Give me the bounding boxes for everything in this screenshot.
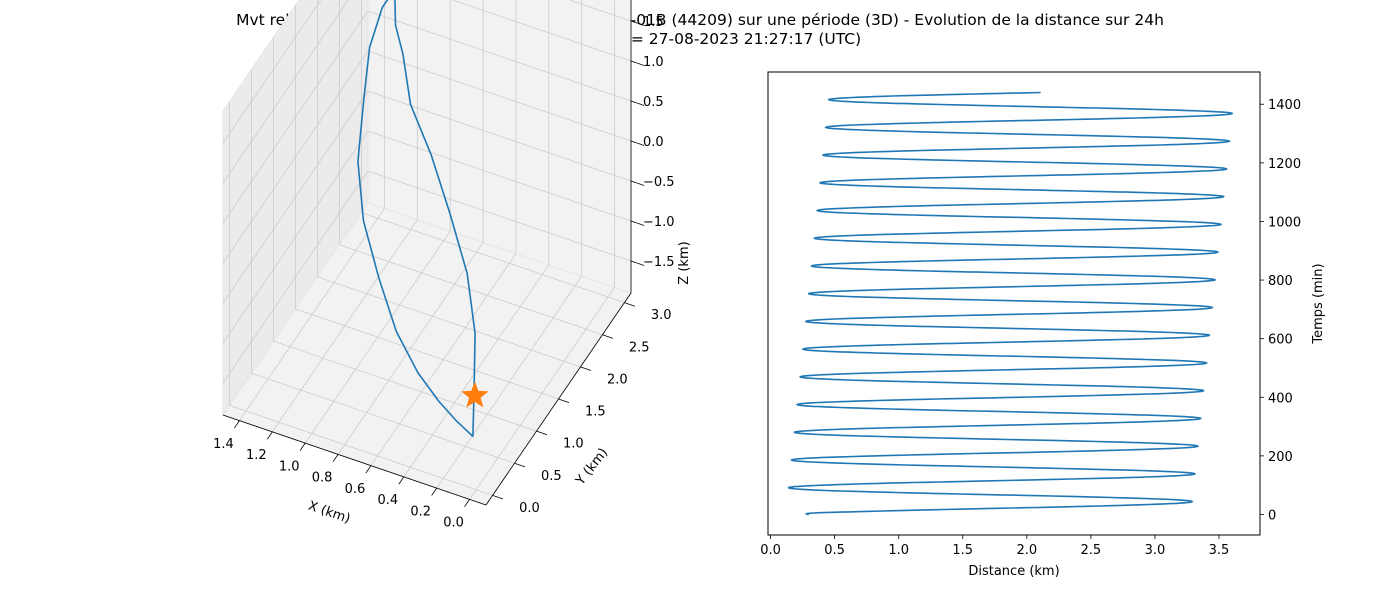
z-tick [630, 180, 645, 186]
x-tick-label: 1.5 [952, 543, 973, 558]
z-tick [630, 20, 645, 26]
z-tick-label: 1.0 [643, 55, 664, 70]
x-tick-label: 0.0 [443, 516, 464, 531]
y-tick-label: 2.5 [629, 340, 650, 355]
y-grid-floor [295, 308, 559, 400]
z-tick [630, 60, 645, 66]
z-tick [630, 260, 645, 266]
x-axis-label: Distance (km) [968, 564, 1059, 579]
x-tick-label: 0.0 [760, 543, 781, 558]
y-tick [536, 430, 548, 436]
z-grid-left [222, 170, 369, 384]
distance-curve [787, 91, 1233, 516]
y-tick-label: 200 [1268, 450, 1293, 465]
y-tick-label: 2.0 [607, 372, 628, 387]
plot-frame [767, 71, 1261, 536]
x-tick-label: 1.2 [246, 448, 267, 463]
trajectory-line [357, 0, 476, 438]
y-tick-label: 1.5 [585, 405, 606, 420]
y-tick-label: 0.5 [541, 469, 562, 484]
z-grid-left [222, 50, 369, 264]
y-tick-label: 600 [1268, 333, 1293, 348]
z-grid-left [222, 90, 369, 304]
y-tick-label: 400 [1268, 391, 1293, 406]
y-tick-label: 0 [1268, 508, 1276, 523]
z-tick-label: −1.5 [643, 255, 675, 270]
y-tick [514, 462, 526, 468]
y-tick [558, 398, 570, 403]
x-tick-label: 0.8 [312, 471, 333, 486]
z-grid-back [367, 130, 632, 222]
y-grid-floor [361, 212, 625, 304]
y-tick [492, 494, 504, 500]
x-tick [398, 476, 405, 485]
x-tick-label: 2.5 [1081, 543, 1102, 558]
z-tick-label: 0.5 [643, 95, 664, 110]
x-tick-label: 3.0 [1145, 543, 1166, 558]
z-tick-label: −0.5 [643, 175, 675, 190]
y-axis-label: Temps (min) [1311, 263, 1326, 344]
z-grid-back [367, 50, 632, 142]
x-tick [299, 442, 306, 451]
y-tick-label: 800 [1268, 274, 1293, 289]
z-grid-back [568, 0, 632, 22]
y-tick [580, 366, 592, 371]
y-tick [624, 302, 636, 307]
x-tick [464, 499, 470, 508]
x-tick [431, 487, 438, 496]
x-tick-label: 0.4 [378, 493, 399, 508]
y-tick [602, 334, 614, 339]
y-tick-label: 1.0 [563, 437, 584, 452]
x-tick-label: 0.5 [824, 543, 845, 558]
z-tick-label: 1.5 [643, 15, 664, 30]
y-grid-floor [229, 404, 493, 496]
z-grid-left [222, 10, 369, 224]
z-grid-left [222, 0, 349, 184]
x-tick-label: 1.0 [888, 543, 909, 558]
x-tick-label: 1.0 [279, 459, 300, 474]
x-tick-label: 0.2 [410, 504, 431, 519]
x-tick [234, 420, 240, 429]
x-tick [365, 465, 372, 474]
y-grid-floor [251, 372, 515, 464]
z-tick-label: 0.0 [643, 135, 664, 150]
y-tick-label: 3.0 [651, 308, 672, 323]
x-tick-label: 3.5 [1209, 543, 1230, 558]
z-grid-left [222, 130, 369, 344]
chart-distance-vs-time: 0.0 0.5 1.0 1.5 2.0 2.5 3.0 3.5 0 200 400 600 800 100… [760, 71, 1326, 579]
y-grid-floor [339, 244, 603, 336]
start-star-marker [461, 381, 489, 408]
z-grid-back [367, 10, 632, 102]
y-grid-floor [317, 276, 581, 368]
y-grid-floor [273, 340, 537, 432]
z-tick-label: −1.0 [643, 215, 675, 230]
y-axis-label: Y (km) [573, 446, 612, 489]
x-tick-label: 0.6 [345, 482, 366, 497]
x-tick [332, 454, 339, 463]
x-tick-label: 2.0 [1016, 543, 1037, 558]
y-tick-label: 1200 [1268, 157, 1301, 172]
x-tick-label: 1.4 [213, 437, 234, 452]
z-tick [630, 220, 645, 226]
z-grid-back [451, 0, 632, 62]
y-tick-label: 1400 [1268, 98, 1301, 113]
x-axis-label: X (km) [306, 499, 352, 527]
x-axis-line [222, 414, 487, 506]
z-grid-back [367, 170, 632, 262]
chart-3d-trajectory: 0.0 0.2 0.4 0.6 0.8 1.0 1.2 1.4 0.0 0.5 1.0 1.5 2.0 2… [213, 0, 692, 531]
z-axis-label: Z (km) [677, 241, 692, 284]
z-tick [630, 140, 645, 146]
z-grid-left [222, 0, 322, 144]
x-tick [266, 431, 273, 440]
y-tick-label: 0.0 [519, 501, 540, 516]
y-tick-label: 1000 [1268, 215, 1301, 230]
z-tick [630, 100, 645, 106]
